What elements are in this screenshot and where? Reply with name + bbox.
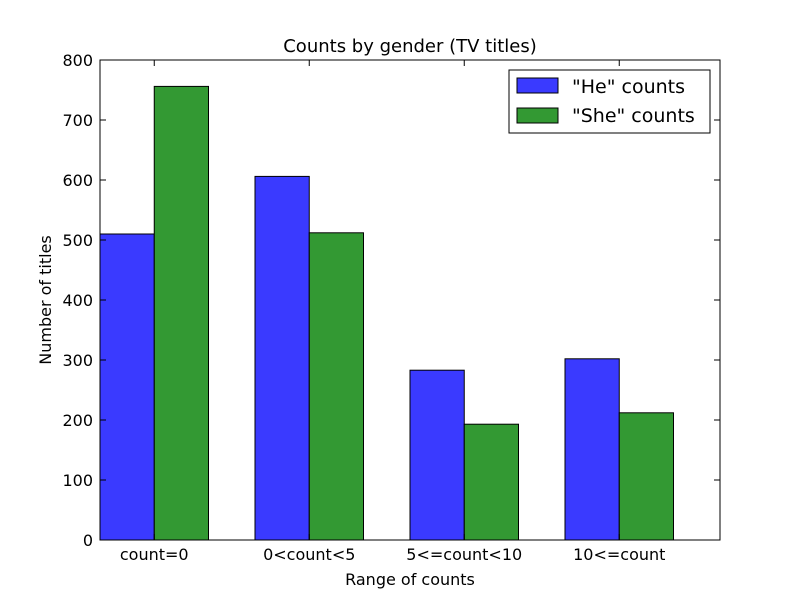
legend: "He" counts "She" counts — [508, 69, 711, 134]
y-tick-label: 400 — [62, 291, 93, 310]
chart-title: Counts by gender (TV titles) — [283, 36, 537, 57]
bar-she-counts-0-count-5 — [308, 232, 364, 541]
bar-he-counts-count-0 — [99, 233, 155, 541]
bar-he-counts-10-count — [564, 358, 620, 541]
y-tick-label: 100 — [62, 471, 93, 490]
y-axis-label: Number of titles — [36, 235, 55, 364]
y-tick-label: 700 — [62, 111, 93, 130]
legend-swatch-she — [516, 107, 559, 124]
bar-he-counts-5-count-10 — [409, 369, 465, 541]
x-tick-label-5-count-10: 5<=count<10 — [406, 545, 522, 564]
y-tick-label: 200 — [62, 411, 93, 430]
bar-she-counts-5-count-10 — [463, 423, 519, 541]
bar-she-counts-count-0 — [153, 85, 209, 541]
x-tick-label-0-count-5: 0<count<5 — [263, 545, 355, 564]
y-tick-label: 600 — [62, 171, 93, 190]
x-axis: count=0 0<count<5 5<=count<10 10<=count — [120, 60, 665, 564]
x-tick-label-count-0: count=0 — [120, 545, 189, 564]
bar-she-counts-10-count — [618, 412, 674, 541]
y-tick-label: 800 — [62, 51, 93, 70]
legend-label-he: "He" counts — [572, 76, 685, 98]
y-axis: 0 100 200 300 400 500 600 700 800 — [62, 51, 720, 550]
y-tick-label: 500 — [62, 231, 93, 250]
legend-label-she: "She" counts — [572, 105, 695, 127]
x-axis-label: Range of counts — [345, 570, 475, 589]
bar-he-counts-0-count-5 — [254, 175, 310, 541]
y-tick-label: 300 — [62, 351, 93, 370]
y-tick-label: 0 — [83, 531, 93, 550]
legend-swatch-he — [516, 77, 559, 94]
x-tick-label-10-count: 10<=count — [573, 545, 665, 564]
bars-layer — [99, 85, 674, 541]
